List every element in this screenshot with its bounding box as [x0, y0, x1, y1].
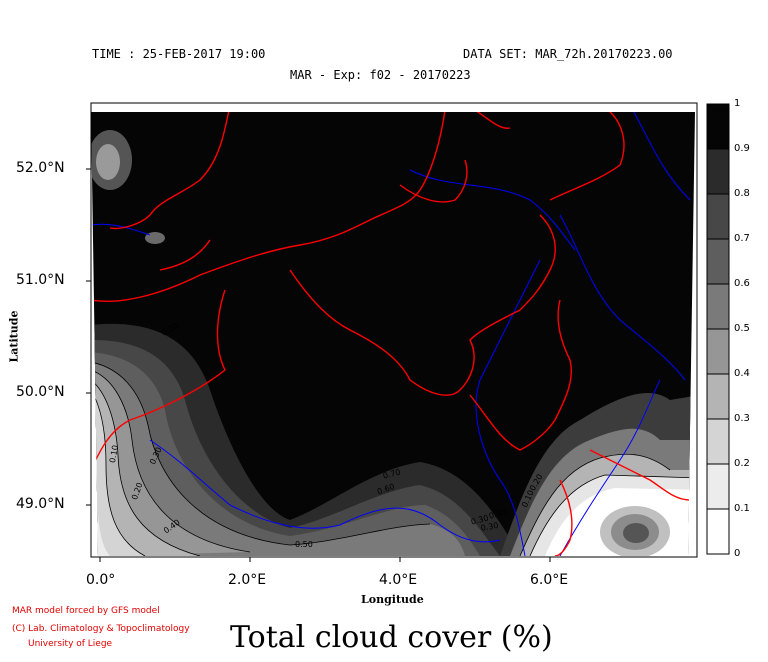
colorbar-tick: 0.4 — [734, 368, 750, 379]
colorbar-tick: 1 — [734, 98, 741, 109]
time-label: TIME : 25-FEB-2017 19:00 — [92, 47, 266, 61]
colorbar — [706, 103, 730, 555]
colorbar-tick: 0.5 — [734, 323, 750, 334]
field-min-ring-3 — [623, 523, 649, 543]
x-tick-0: 0.0° — [86, 572, 116, 588]
credit-university: University of Liege — [28, 639, 113, 649]
field-band-0.5 — [91, 362, 465, 556]
axis-ticks — [86, 168, 551, 562]
rivers — [91, 112, 691, 556]
y-axis-label: Latitude — [7, 310, 21, 363]
plot-frame — [90, 102, 698, 558]
colorbar-tick: 0.2 — [734, 458, 750, 469]
contour-lines — [91, 361, 695, 556]
contour-label: 0.50 — [295, 540, 313, 549]
colorbar-tick: 0.6 — [734, 278, 750, 289]
y-tick-52n: 52.0°N — [16, 160, 65, 176]
y-tick-51n: 51.0°N — [16, 272, 65, 288]
colorbar-tick: 0.8 — [734, 188, 750, 199]
colorbar-tick: 0 — [734, 548, 741, 559]
colorbar-tick: 0.3 — [734, 413, 750, 424]
map-field — [91, 112, 695, 556]
x-tick-6e: 6.0°E — [530, 572, 569, 588]
dataset-label: DATA SET: MAR_72h.20170223.00 — [463, 47, 673, 61]
y-tick-50n: 50.0°N — [16, 384, 65, 400]
field-band-0.2 — [91, 390, 145, 556]
experiment-label: MAR - Exp: f02 - 20170223 — [290, 68, 471, 82]
colorbar-tick: 0.7 — [734, 233, 750, 244]
colorbar-tick: 0.1 — [734, 503, 750, 514]
credit-model: MAR model forced by GFS model — [12, 606, 160, 616]
map-title: Total cloud cover (%) — [230, 620, 553, 655]
x-axis-label: Longitude — [361, 593, 424, 606]
y-tick-49n: 49.0°N — [16, 496, 65, 512]
x-tick-2e: 2.0°E — [228, 572, 267, 588]
colorbar-tick: 0.9 — [734, 143, 750, 154]
x-tick-4e: 4.0°E — [379, 572, 418, 588]
field-band-0.3 — [91, 380, 200, 556]
field-nw-patch-inner — [96, 144, 120, 180]
borders — [91, 112, 691, 556]
credit-lab: (C) Lab. Climatology & Topoclimatology — [12, 624, 190, 634]
